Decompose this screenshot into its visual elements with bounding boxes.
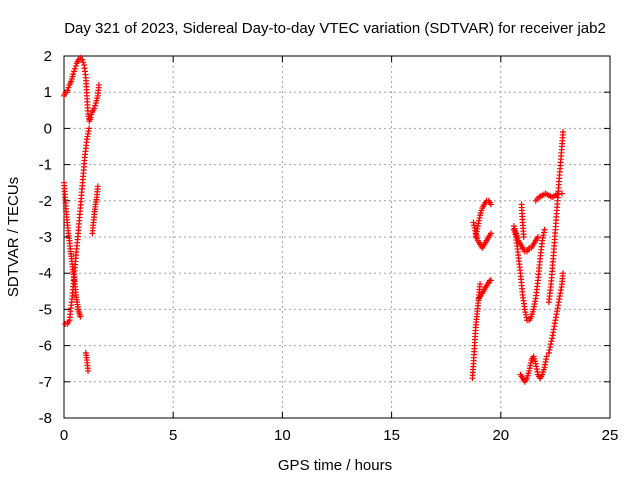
data-point: [487, 230, 494, 237]
data-point: [71, 68, 78, 75]
x-tick-label: 5: [169, 427, 177, 444]
data-point: [487, 277, 494, 284]
data-point: [70, 71, 77, 78]
data-point: [71, 65, 78, 72]
data-point: [72, 62, 79, 69]
data-point: [546, 346, 553, 353]
x-tick-label: 15: [383, 427, 400, 444]
y-tick-label: -3: [39, 229, 52, 246]
y-tick-label: 0: [44, 120, 52, 137]
x-tick-label: 10: [274, 427, 291, 444]
y-tick-label: -6: [39, 338, 52, 355]
data-point: [541, 226, 548, 233]
data-point: [85, 367, 92, 374]
x-tick-label: 20: [492, 427, 509, 444]
y-tick-label: 2: [44, 48, 52, 65]
y-tick-label: -7: [39, 374, 52, 391]
data-point: [64, 87, 71, 94]
grid-lines: [64, 56, 610, 418]
data-point: [92, 102, 99, 109]
data-point: [477, 281, 484, 288]
data-point: [94, 183, 101, 190]
x-axis-ticks: 0 5 10 15 20 25: [60, 56, 619, 444]
data-point: [77, 313, 84, 320]
y-tick-label: -4: [39, 265, 52, 282]
data-point: [548, 338, 555, 345]
data-points: [61, 54, 567, 385]
y-axis-label: SDTVAR / TECUs: [5, 177, 22, 297]
data-point: [95, 81, 102, 88]
data-point: [558, 190, 565, 197]
data-point: [80, 59, 87, 66]
y-tick-label: -1: [39, 157, 52, 174]
data-point: [543, 353, 550, 360]
y-tick-label: -8: [39, 410, 52, 427]
data-point: [79, 56, 86, 63]
y-tick-label: -5: [39, 301, 52, 318]
x-axis-label: GPS time / hours: [278, 457, 392, 474]
y-tick-label: 1: [44, 84, 52, 101]
data-point: [560, 270, 567, 277]
data-point: [91, 105, 98, 112]
y-axis-ticks: 2 1 0 -1 -2 -3 -4 -5 -6 -7 -8: [39, 48, 610, 427]
data-point: [487, 201, 494, 208]
data-point: [534, 234, 541, 240]
x-tick-label: 0: [60, 427, 68, 444]
x-tick-label: 25: [602, 427, 619, 444]
y-tick-label: -2: [39, 193, 52, 210]
data-point: [86, 125, 93, 132]
data-point: [560, 129, 567, 136]
data-point: [547, 344, 554, 351]
data-point: [87, 114, 94, 121]
data-point: [65, 84, 72, 91]
data-point: [88, 111, 95, 118]
data-point: [547, 341, 554, 348]
data-point: [545, 349, 552, 356]
data-point: [520, 234, 527, 240]
chart-title: Day 321 of 2023, Sidereal Day-to-day VTE…: [64, 20, 606, 37]
